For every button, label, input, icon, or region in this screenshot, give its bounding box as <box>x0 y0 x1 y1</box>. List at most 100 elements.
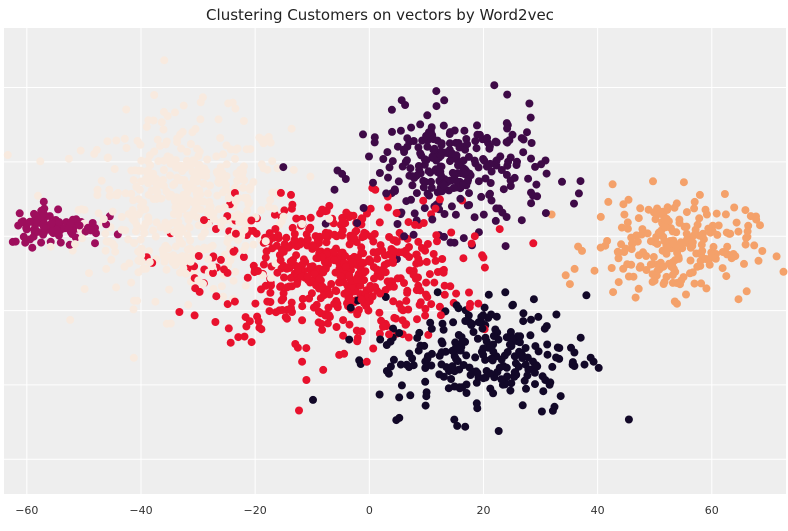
scatter-point <box>389 297 398 306</box>
scatter-point <box>375 329 384 338</box>
scatter-point <box>181 164 190 172</box>
scatter-point <box>730 203 739 212</box>
scatter-point <box>472 399 481 408</box>
scatter-point <box>523 128 531 137</box>
scatter-point <box>648 270 657 279</box>
scatter-point <box>71 240 79 249</box>
scatter-point <box>391 187 399 195</box>
scatter-point <box>306 172 315 181</box>
scatter-point <box>779 267 788 276</box>
scatter-point <box>532 180 541 189</box>
scatter-point <box>332 323 341 331</box>
scatter-point <box>446 238 455 247</box>
scatter-point <box>279 163 288 172</box>
scatter-point <box>308 241 317 250</box>
scatter-point <box>388 157 397 166</box>
scatter-point <box>54 205 63 214</box>
scatter-point <box>604 197 613 206</box>
scatter-point <box>238 217 247 226</box>
scatter-point <box>206 202 215 211</box>
scatter-point <box>636 204 645 213</box>
scatter-point <box>298 302 307 311</box>
scatter-point <box>629 272 638 281</box>
scatter-point <box>321 232 330 241</box>
scatter-point <box>525 99 534 108</box>
scatter-point <box>515 347 524 356</box>
scatter-point <box>718 248 727 256</box>
scatter-point <box>101 229 110 238</box>
scatter-point <box>231 104 240 113</box>
scatter-point <box>389 355 398 364</box>
scatter-point <box>249 178 258 186</box>
scatter-point <box>375 390 384 399</box>
scatter-point <box>474 299 483 308</box>
scatter-point <box>325 201 334 210</box>
scatter-point <box>419 196 428 205</box>
scatter-point <box>177 197 186 206</box>
scatter-point <box>319 365 328 374</box>
scatter-point <box>372 265 381 274</box>
scatter-point <box>494 427 503 435</box>
scatter-point <box>127 189 136 198</box>
scatter-point <box>138 257 146 266</box>
scatter-point <box>445 130 454 138</box>
scatter-point <box>471 353 480 362</box>
scatter-point <box>93 191 102 199</box>
scatter-point <box>68 230 77 239</box>
scatter-point <box>419 219 428 227</box>
scatter-point <box>157 118 166 127</box>
scatter-point <box>720 190 729 198</box>
scatter-point <box>179 190 188 199</box>
scatter-point <box>526 331 535 340</box>
scatter-point <box>642 266 651 274</box>
scatter-point <box>298 294 307 303</box>
scatter-point <box>171 203 180 212</box>
scatter-point <box>534 312 543 321</box>
scatter-point <box>37 238 46 247</box>
scatter-point <box>402 197 411 206</box>
scatter-point <box>686 256 695 265</box>
scatter-point <box>129 196 138 205</box>
scatter-point <box>686 269 694 278</box>
scatter-point <box>382 189 391 198</box>
scatter-point <box>537 407 546 416</box>
scatter-point <box>306 213 315 222</box>
scatter-point <box>617 223 626 232</box>
scatter-point <box>231 145 240 154</box>
scatter-point <box>646 260 655 269</box>
scatter-point <box>353 337 362 346</box>
scatter-point <box>214 115 223 124</box>
scatter-point <box>405 253 414 261</box>
scatter-point <box>439 268 448 277</box>
scatter-point <box>28 243 37 252</box>
scatter-point <box>772 252 781 261</box>
scatter-point <box>433 237 441 246</box>
scatter-point <box>199 179 208 188</box>
scatter-point <box>463 140 472 149</box>
scatter-point <box>527 139 536 147</box>
scatter-point <box>39 197 48 206</box>
scatter-point <box>634 251 643 260</box>
scatter-point <box>246 145 255 154</box>
scatter-point <box>222 181 230 189</box>
scatter-point <box>503 138 512 147</box>
scatter-point <box>222 160 231 169</box>
scatter-point <box>194 221 203 230</box>
scatter-point <box>323 319 332 328</box>
scatter-point <box>412 171 421 180</box>
scatter-point <box>353 310 362 319</box>
scatter-point <box>173 225 182 233</box>
scatter-point <box>410 209 419 218</box>
scatter-point <box>432 102 441 111</box>
scatter-point <box>292 251 301 260</box>
scatter-point <box>384 173 392 182</box>
scatter-point <box>105 185 114 194</box>
scatter-point <box>452 343 460 352</box>
scatter-point <box>399 145 408 154</box>
scatter-point <box>486 384 495 393</box>
scatter-point <box>404 305 413 314</box>
scatter-point <box>219 188 228 197</box>
scatter-point <box>409 137 418 145</box>
scatter-point <box>219 150 228 159</box>
scatter-point <box>159 166 168 174</box>
